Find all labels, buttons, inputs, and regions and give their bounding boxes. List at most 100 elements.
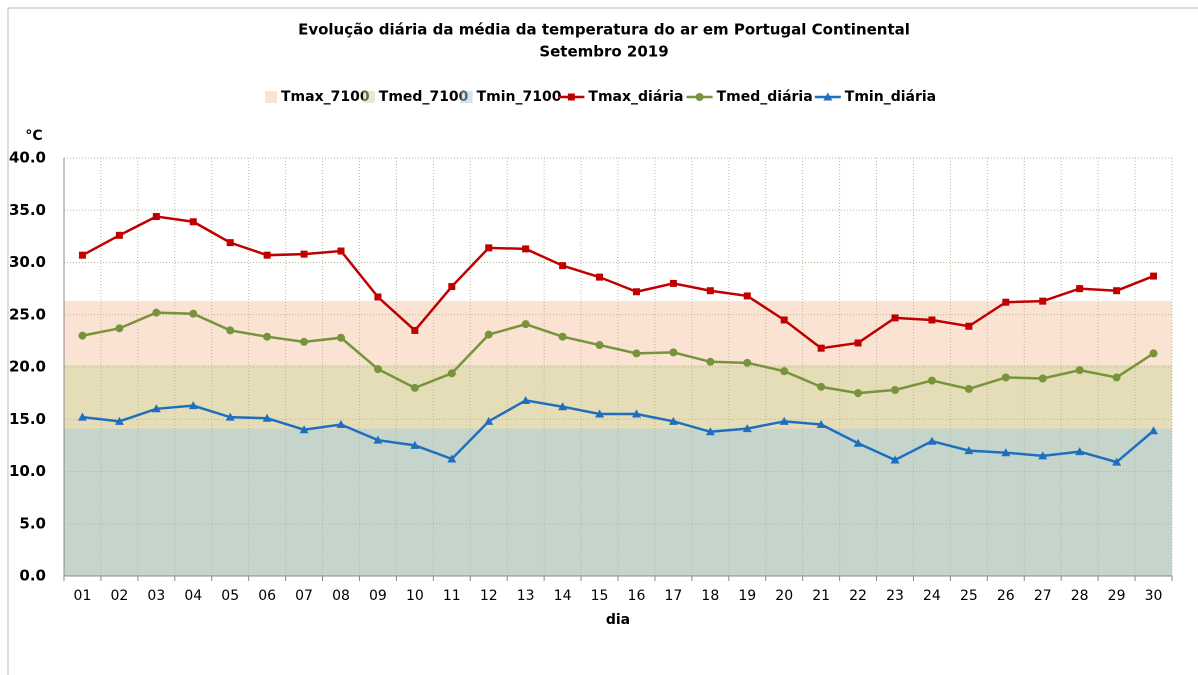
data-point (1075, 447, 1085, 456)
data-point (743, 292, 751, 300)
data-point (1001, 373, 1010, 382)
data-point (705, 427, 715, 436)
x-tick-label: 04 (184, 588, 202, 604)
data-point (448, 283, 456, 291)
data-point (595, 409, 605, 418)
y-tick-label: 0.0 (19, 567, 46, 585)
data-point (189, 309, 198, 318)
legend-label: Tmin_diária (845, 89, 936, 105)
data-point (964, 446, 974, 455)
data-point (447, 369, 456, 378)
data-point (521, 395, 531, 404)
series-line (82, 399, 1155, 464)
x-tick-label: 06 (258, 588, 276, 604)
x-tick-label: 11 (443, 588, 461, 604)
legend-swatch (265, 91, 277, 103)
x-tick-label: 07 (295, 588, 313, 604)
data-point (1149, 426, 1159, 435)
data-point (151, 404, 161, 413)
x-tick-label: 10 (406, 588, 424, 604)
y-tick-label: 10.0 (9, 462, 46, 480)
legend-swatch (460, 91, 473, 103)
x-tick-label: 14 (554, 588, 572, 604)
data-point (780, 316, 788, 324)
series-line (81, 215, 1154, 350)
x-tick-label: 29 (1108, 588, 1126, 604)
data-point (780, 367, 789, 376)
data-point (262, 413, 272, 422)
data-point (78, 331, 87, 340)
x-tick-label: 22 (849, 588, 867, 604)
data-point (410, 383, 419, 392)
x-tick-label: 01 (74, 588, 92, 604)
data-point (596, 273, 604, 281)
legend-label: Tmax_7100 (281, 89, 370, 105)
data-point (928, 316, 936, 324)
data-point (854, 339, 862, 347)
data-point (1038, 374, 1047, 383)
data-point (1038, 451, 1048, 460)
data-point (706, 287, 714, 295)
data-point (559, 262, 567, 270)
data-point (595, 341, 604, 350)
data-point (226, 326, 235, 335)
data-point (188, 401, 198, 410)
x-tick-label: 08 (332, 588, 350, 604)
data-point (226, 239, 234, 247)
data-point (299, 425, 309, 434)
legend-marker (695, 93, 704, 101)
data-point (1112, 457, 1122, 466)
data-point (337, 333, 345, 342)
data-point (152, 213, 160, 221)
y-tick-label: 15.0 (9, 410, 46, 428)
data-point (1112, 373, 1121, 382)
data-point (558, 332, 567, 341)
data-point (558, 402, 568, 411)
data-point (484, 330, 493, 339)
data-point (891, 314, 899, 322)
data-point (263, 251, 271, 259)
data-point (337, 247, 345, 255)
data-point (779, 416, 789, 425)
x-tick-label: 19 (738, 588, 756, 604)
data-point (1150, 272, 1158, 280)
data-point (964, 384, 973, 393)
x-tick-label: 09 (369, 588, 387, 604)
data-point (853, 438, 863, 447)
climatology-area (64, 428, 1172, 576)
data-point (78, 251, 86, 259)
x-tick-label: 23 (886, 588, 904, 604)
data-point (1039, 297, 1047, 305)
x-tick-label: 25 (960, 588, 978, 604)
y-tick-label: 5.0 (19, 514, 46, 532)
data-point (336, 419, 346, 428)
data-point (817, 382, 826, 391)
data-point (1149, 349, 1158, 358)
y-tick-label: 40.0 (9, 149, 46, 167)
data-point (373, 435, 383, 444)
legend-marker (567, 93, 575, 101)
x-tick-label: 15 (591, 588, 609, 604)
x-tick-label: 16 (628, 588, 646, 604)
data-point (743, 358, 752, 367)
x-tick-label: 02 (110, 588, 128, 604)
data-point (891, 385, 899, 394)
data-point (1076, 285, 1084, 293)
data-point (669, 348, 678, 357)
data-point (374, 293, 382, 301)
data-point (1075, 366, 1084, 375)
data-point (1002, 298, 1010, 306)
data-point (225, 412, 235, 421)
data-point (706, 357, 715, 366)
x-tick-label: 13 (517, 588, 535, 604)
data-point (816, 419, 826, 428)
data-point (742, 424, 752, 433)
x-tick-label: 24 (923, 588, 941, 604)
series-line (82, 311, 1155, 395)
data-point (77, 412, 87, 421)
data-point (300, 250, 308, 258)
x-axis-label: dia (606, 612, 630, 628)
legend-swatch (362, 91, 375, 103)
